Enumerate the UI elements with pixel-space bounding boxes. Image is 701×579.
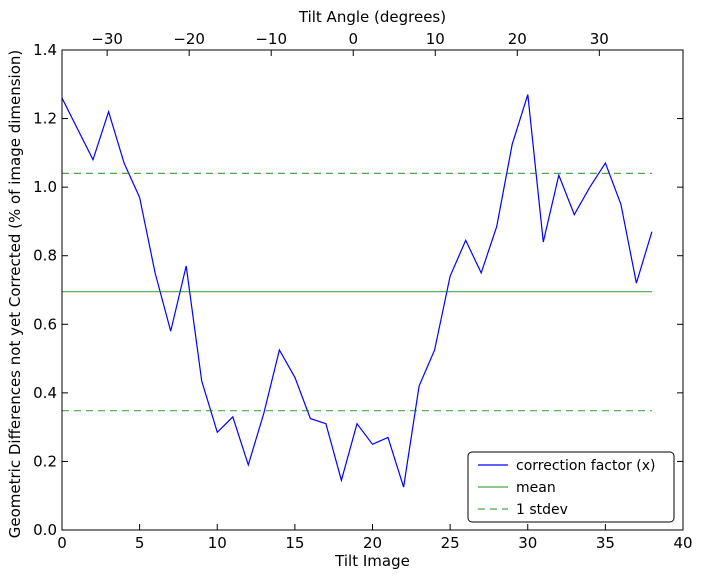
top-x-tick-label: 20: [508, 30, 527, 48]
top-x-tick-label: −10: [255, 30, 287, 48]
x-tick-label: 0: [57, 534, 67, 552]
legend-box: [467, 451, 675, 523]
x-tick-label: 30: [518, 534, 537, 552]
x-tick-label: 15: [285, 534, 304, 552]
x-tick-label: 5: [135, 534, 145, 552]
axes: 0 5 10 15 20 25 30 35 40 −30 −20 −10 0 10 20 30 0.0 0.2 0.…: [6, 8, 693, 570]
x-tick-label: 25: [441, 534, 460, 552]
y-tick-label: 0.6: [33, 315, 57, 333]
y-tick-label: 0.0: [33, 521, 57, 539]
x-tick-label: 20: [363, 534, 382, 552]
y-tick-label: 0.4: [33, 384, 57, 402]
y-tick-label: 1.2: [33, 110, 57, 128]
legend-label: mean: [516, 480, 556, 496]
y-tick-label: 0.2: [33, 452, 57, 470]
top-x-tick-label: −30: [91, 30, 123, 48]
top-x-tick-label: 0: [348, 30, 358, 48]
legend-label: 1 stdev: [516, 502, 568, 518]
series-line-0: [61, 94, 653, 488]
top-x-axis-title: Tilt Angle (degrees): [298, 8, 446, 26]
plot-area: [61, 94, 653, 488]
top-x-tick-label: −20: [173, 30, 205, 48]
y-tick-label: 0.8: [33, 247, 57, 265]
y-tick-label: 1.0: [33, 178, 57, 196]
legend: correction factor (x) mean 1 stdev: [467, 451, 675, 523]
x-tick-label: 10: [208, 534, 227, 552]
y-axis-title: Geometric Differences not yet Corrected …: [6, 50, 24, 539]
x-tick-label: 35: [596, 534, 615, 552]
legend-label: correction factor (x): [516, 458, 655, 474]
x-tick-label: 40: [673, 534, 692, 552]
top-x-tick-label: 10: [426, 30, 445, 48]
x-axis-title: Tilt Image: [334, 552, 410, 570]
top-x-tick-label: 30: [590, 30, 609, 48]
y-tick-label: 1.4: [33, 41, 57, 59]
